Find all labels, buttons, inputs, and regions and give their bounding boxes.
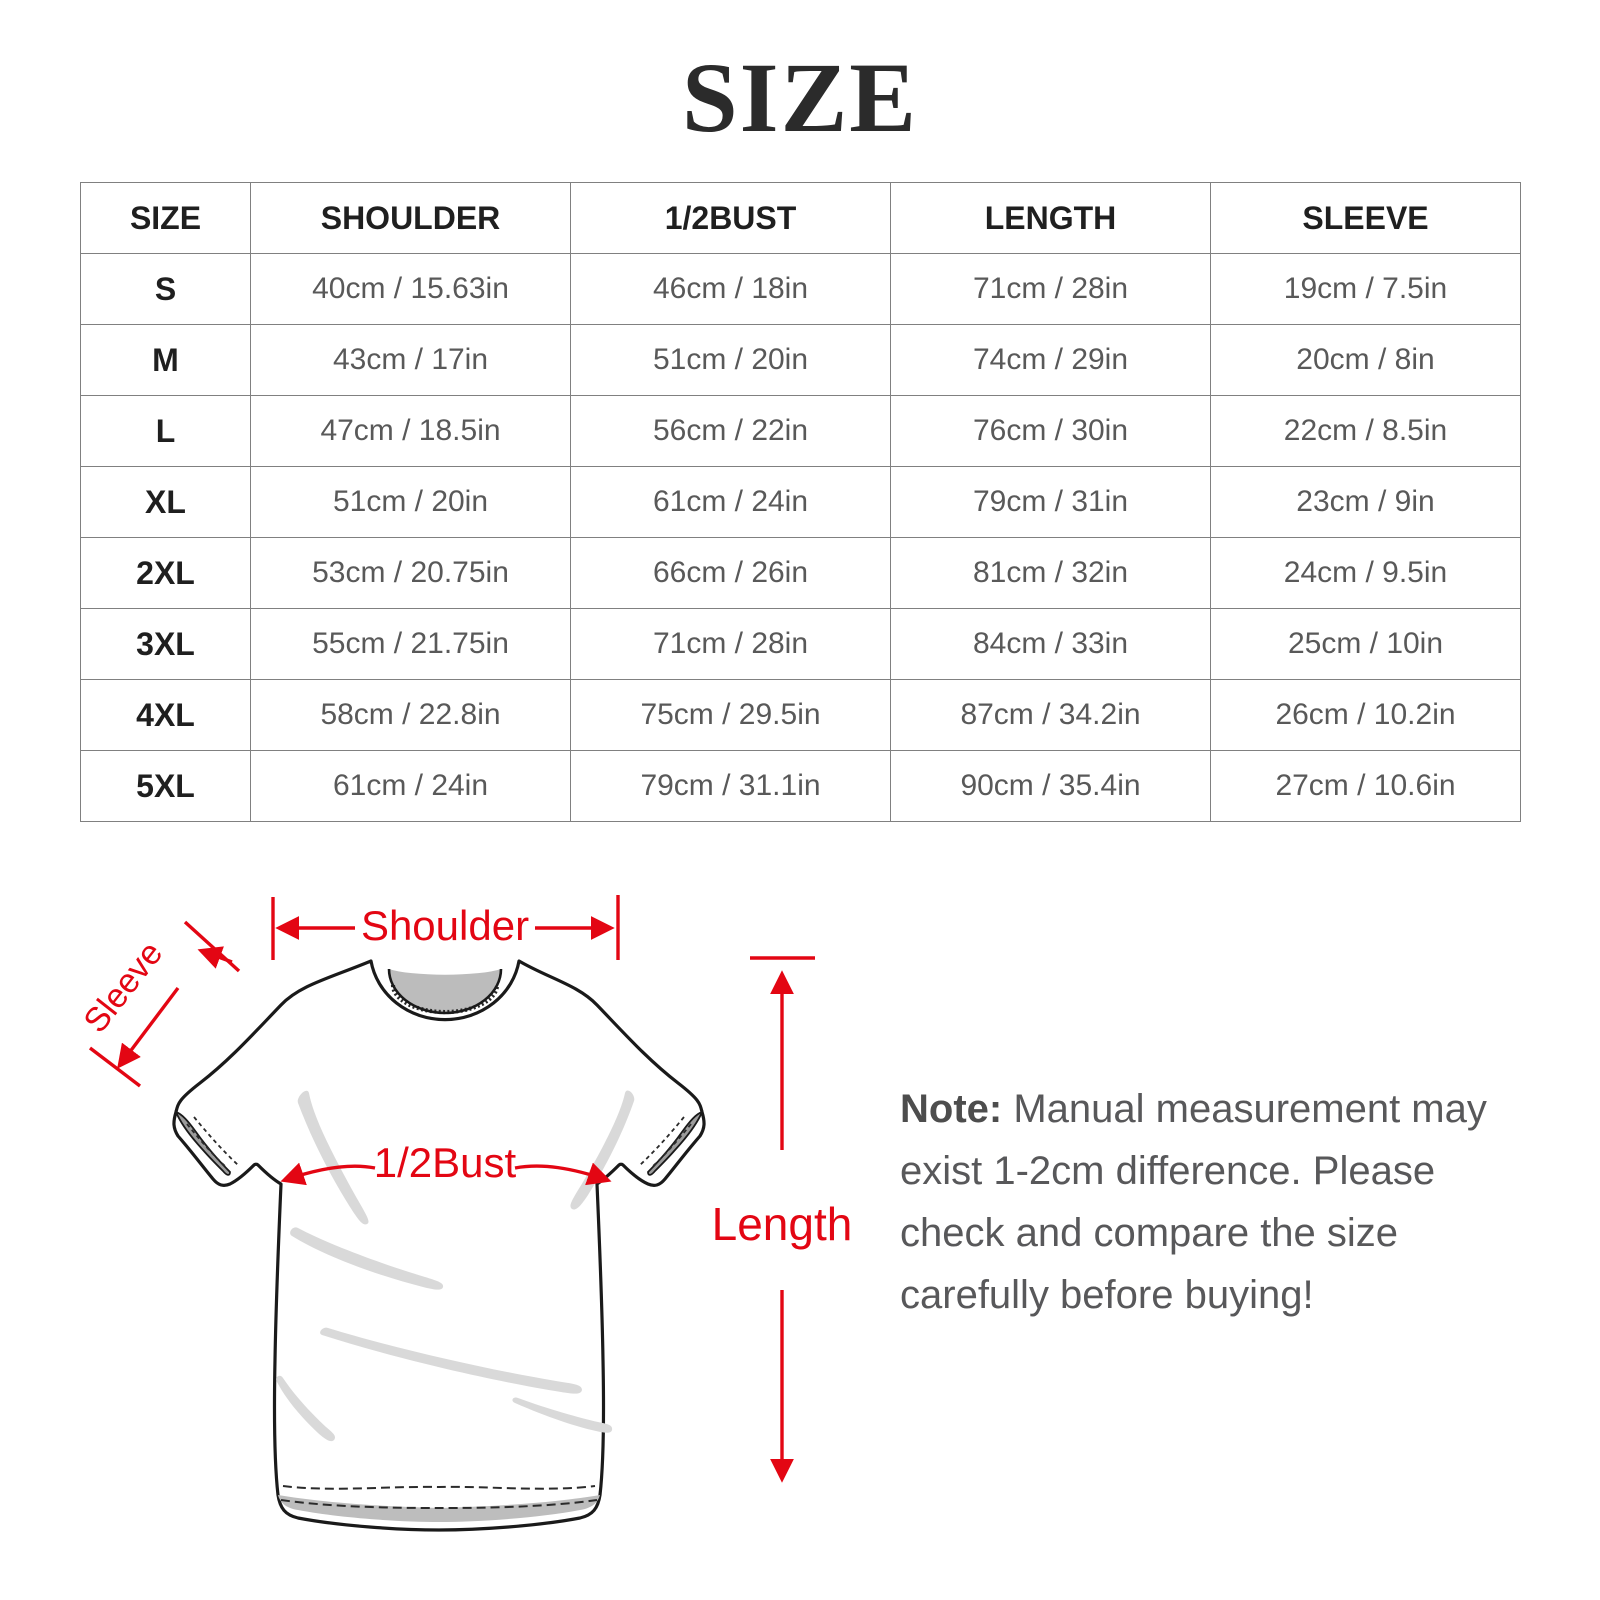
svg-text:Length: Length <box>712 1198 853 1250</box>
svg-text:Shoulder: Shoulder <box>361 902 529 949</box>
svg-text:Sleeve: Sleeve <box>76 935 170 1040</box>
svg-text:1/2Bust: 1/2Bust <box>374 1139 517 1186</box>
